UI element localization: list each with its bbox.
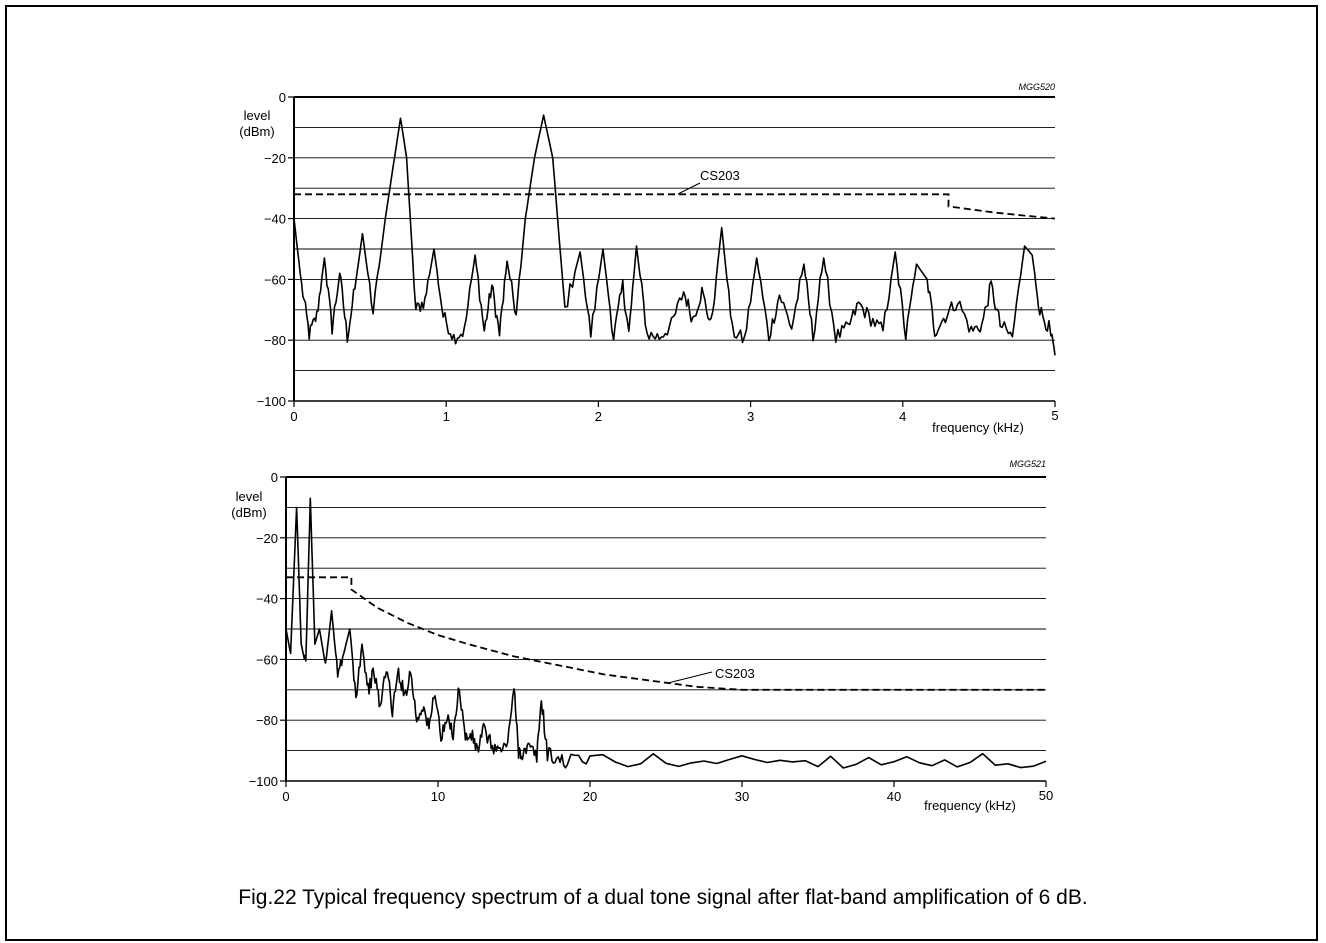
- y-axis-label: level: [236, 489, 263, 504]
- x-tick-label: 3: [747, 409, 754, 424]
- figure-frame: [5, 5, 1318, 941]
- x-tick-label: 0: [282, 789, 289, 804]
- series-cs203-limit-line: [294, 193, 1056, 220]
- figure-id: MGG520: [1018, 82, 1055, 92]
- y-tick-label: −100: [257, 394, 286, 409]
- y-tick-label: −60: [256, 652, 278, 667]
- x-tick-label: 4: [899, 409, 906, 424]
- figure-id: MGG521: [1009, 459, 1046, 469]
- y-tick-label: 0: [271, 470, 278, 485]
- chart-mgg521: 0 −20 −40 −60 −80 −100 0 10 20 30 40 50 level(dBm) fr…: [231, 459, 1053, 813]
- x-axis-label: frequency (kHz): [932, 420, 1024, 435]
- annotation-cs203: CS203: [715, 666, 755, 681]
- x-tick-label: 2: [595, 409, 602, 424]
- y-axis-unit: (dBm): [239, 124, 274, 139]
- y-tick-label: −80: [264, 333, 286, 348]
- series-spectrum-line: [285, 497, 1047, 769]
- y-tick-label: −20: [264, 151, 286, 166]
- annotation-leader: [667, 671, 713, 684]
- annotation-leader: [677, 182, 701, 195]
- x-tick-label: 40: [887, 789, 901, 804]
- annotation-cs203: CS203: [700, 168, 740, 183]
- y-tick-label: −100: [249, 774, 278, 789]
- chart-mgg520: 0 −20 −40 −60 −80 −100 0 1 2 3 4 5 level(dBm) frequen…: [239, 82, 1058, 435]
- x-tick-label: 50: [1039, 788, 1053, 803]
- y-tick-label: −40: [264, 212, 286, 227]
- y-tick-label: −80: [256, 713, 278, 728]
- y-tick-label: −40: [256, 592, 278, 607]
- x-tick-label: 1: [443, 409, 450, 424]
- series-spectrum-line: [293, 114, 1056, 356]
- series-cs203-limit-line: [286, 576, 1046, 691]
- x-tick-label: 0: [290, 409, 297, 424]
- x-tick-label: 10: [431, 789, 445, 804]
- y-tick-label: −20: [256, 531, 278, 546]
- x-tick-label: 30: [735, 789, 749, 804]
- x-tick-label: 5: [1051, 408, 1058, 423]
- x-axis-label: frequency (kHz): [924, 798, 1016, 813]
- y-tick-label: 0: [279, 90, 286, 105]
- figure-caption: Fig.22 Typical frequency spectrum of a d…: [238, 886, 1088, 909]
- x-tick-label: 20: [583, 789, 597, 804]
- y-axis-unit: (dBm): [231, 505, 266, 520]
- y-axis-label: level: [244, 108, 271, 123]
- y-tick-label: −60: [264, 272, 286, 287]
